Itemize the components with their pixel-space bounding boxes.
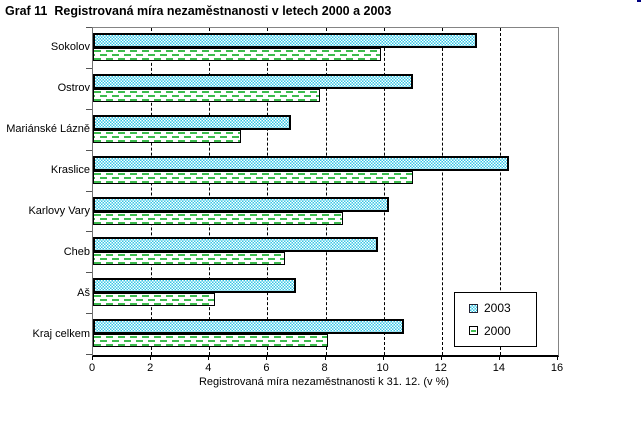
x-tick-label-4: 4	[205, 362, 212, 374]
bar-2000-3	[93, 170, 413, 184]
category-label-5: Cheb	[63, 245, 90, 258]
gridline-x-6	[267, 28, 269, 355]
category-label-2: Mariánské Lázně	[6, 123, 90, 136]
screen-corner-artifact	[637, 0, 641, 2]
legend-swatch-2000-icon	[469, 326, 478, 336]
x-axis-tick-4	[208, 356, 210, 360]
legend: 2003 2000	[454, 292, 537, 347]
chart-title: Graf 11 Registrovaná míra nezaměstnanost…	[5, 4, 392, 18]
x-tick-label-2: 2	[147, 362, 154, 374]
legend-item-2000: 2000	[469, 324, 536, 338]
bar-2003-5	[93, 237, 378, 253]
category-label-7: Kraj celkem	[32, 327, 90, 340]
bar-2003-1	[93, 73, 413, 89]
y-axis-tick-7	[86, 313, 92, 315]
y-axis-tick-5	[86, 231, 92, 233]
category-label-4: Karlovy Vary	[28, 204, 90, 217]
bar-2003-0	[93, 33, 477, 48]
y-axis-tick-6	[86, 272, 92, 274]
x-axis-tick-14	[498, 356, 500, 360]
gridline-x-4	[209, 28, 211, 355]
y-axis-tick-3	[86, 149, 92, 151]
x-tick-label-6: 6	[263, 362, 270, 374]
bar-2003-7	[93, 319, 404, 335]
x-tick-label-14: 14	[492, 362, 505, 374]
y-axis-tick-4	[86, 190, 92, 192]
bar-2003-4	[93, 196, 390, 212]
bar-2000-4	[93, 211, 343, 225]
bar-2000-7	[93, 334, 329, 348]
gridline-x-10	[383, 28, 385, 355]
gridline-x-8	[325, 28, 327, 355]
bar-2000-6	[93, 293, 216, 307]
x-axis-tick-0	[92, 356, 93, 360]
bar-2003-2	[93, 114, 291, 130]
x-axis-tick-10	[382, 356, 384, 360]
legend-item-2003: 2003	[469, 301, 536, 315]
category-label-0: Sokolov	[50, 41, 90, 54]
plot-area	[92, 27, 559, 357]
bar-2000-5	[93, 252, 285, 266]
x-tick-label-16: 16	[550, 362, 564, 374]
x-tick-label-10: 10	[376, 362, 389, 374]
legend-label-2000: 2000	[484, 323, 511, 338]
y-axis-tick-1	[86, 67, 92, 69]
y-axis-tick-2	[86, 108, 92, 110]
bar-2000-0	[93, 48, 381, 61]
x-axis-tick-8	[324, 356, 326, 360]
x-tick-label-8: 8	[321, 362, 328, 374]
x-axis-label: Registrovaná míra nezaměstnanosti k 31. …	[198, 376, 450, 388]
x-axis-tick-6	[266, 356, 268, 360]
bar-2003-6	[93, 278, 297, 294]
y-axis-tick-last	[86, 354, 92, 355]
gridline-x-12	[441, 28, 443, 355]
bar-2000-1	[93, 88, 320, 102]
bar-2003-3	[93, 155, 509, 171]
category-label-3: Kraslice	[50, 164, 90, 177]
y-axis-tick-0	[86, 27, 92, 28]
x-axis-tick-2	[150, 356, 152, 360]
gridline-x-2	[151, 28, 153, 355]
x-tick-label-0: 0	[88, 362, 96, 374]
bar-2000-2	[93, 129, 242, 143]
gridline-x-14	[499, 28, 501, 355]
category-label-6: Aš	[77, 286, 90, 299]
category-label-1: Ostrov	[57, 82, 90, 95]
x-tick-label-12: 12	[434, 362, 447, 374]
legend-label-2003: 2003	[484, 301, 511, 316]
x-axis-tick-12	[440, 356, 442, 360]
legend-swatch-2003-icon	[469, 303, 478, 313]
x-axis-tick-16	[557, 356, 558, 360]
